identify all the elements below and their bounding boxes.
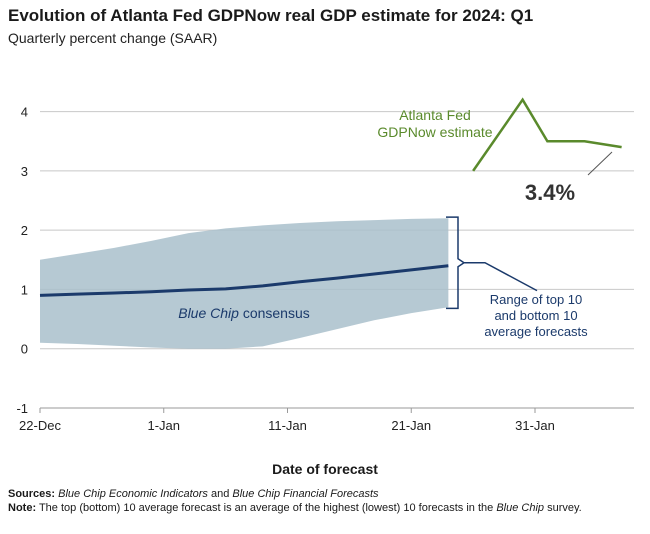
x-tick-label: 22-Dec <box>19 418 61 433</box>
gdpnow-estimate-line <box>472 97 622 172</box>
y-tick-label: 3 <box>21 164 28 179</box>
bluechip-label-italic: Blue Chip <box>178 305 239 321</box>
range-label-line3: average forecasts <box>484 324 588 339</box>
sources-italic-1: Blue Chip Economic Indicators <box>58 488 208 500</box>
range-bracket <box>446 216 466 310</box>
latest-value-label: 3.4% <box>525 180 575 205</box>
chart-title: Evolution of Atlanta Fed GDPNow real GDP… <box>8 6 534 25</box>
note-text: The top (bottom) 10 average forecast is … <box>36 502 497 514</box>
gdpnow-label-line1: Atlanta Fed <box>399 107 471 123</box>
y-tick-label: 2 <box>21 223 28 238</box>
x-tick-label: 1-Jan <box>147 418 180 433</box>
gdpnow-label-line2: GDPNow estimate <box>377 124 492 140</box>
note-line: Note: The top (bottom) 10 average foreca… <box>8 501 638 515</box>
range-leader-line <box>464 262 538 292</box>
latest-value-leader <box>587 151 613 176</box>
sources-label: Sources: <box>8 488 56 500</box>
y-tick-label: 4 <box>21 105 28 120</box>
sources-and: and <box>207 488 233 500</box>
note-end: survey. <box>544 502 582 514</box>
bluechip-label-rest: consensus <box>239 305 310 321</box>
range-label-line2: and bottom 10 <box>494 308 577 323</box>
sources-italic-2: Blue Chip Financial Forecasts <box>232 488 379 500</box>
bluechip-consensus-line <box>39 264 449 297</box>
note-italic: Blue Chip <box>496 502 545 514</box>
chart-notes: Sources: Blue Chip Economic Indicators a… <box>8 487 638 515</box>
chart-svg: -1 0 1 2 3 4 22-Dec 1-Jan 11-Jan 21-Jan 31-Jan Blu… <box>16 97 634 433</box>
bluechip-label: Blue Chip consensus <box>178 305 310 321</box>
x-axis-label: Date of forecast <box>272 461 378 477</box>
y-tick-label: 1 <box>21 282 28 297</box>
chart-subtitle: Quarterly percent change (SAAR) <box>8 30 218 46</box>
y-tick-label: 0 <box>21 342 28 357</box>
x-tick-label: 21-Jan <box>391 418 431 433</box>
y-tick-label: -1 <box>16 401 28 416</box>
x-tick-label: 11-Jan <box>268 418 307 433</box>
x-tick-label: 31-Jan <box>515 418 555 433</box>
sources-line: Sources: Blue Chip Economic Indicators a… <box>8 487 638 501</box>
range-label-line1: Range of top 10 <box>490 292 583 307</box>
note-label: Note: <box>8 502 37 514</box>
forecast-range-band <box>40 218 449 349</box>
